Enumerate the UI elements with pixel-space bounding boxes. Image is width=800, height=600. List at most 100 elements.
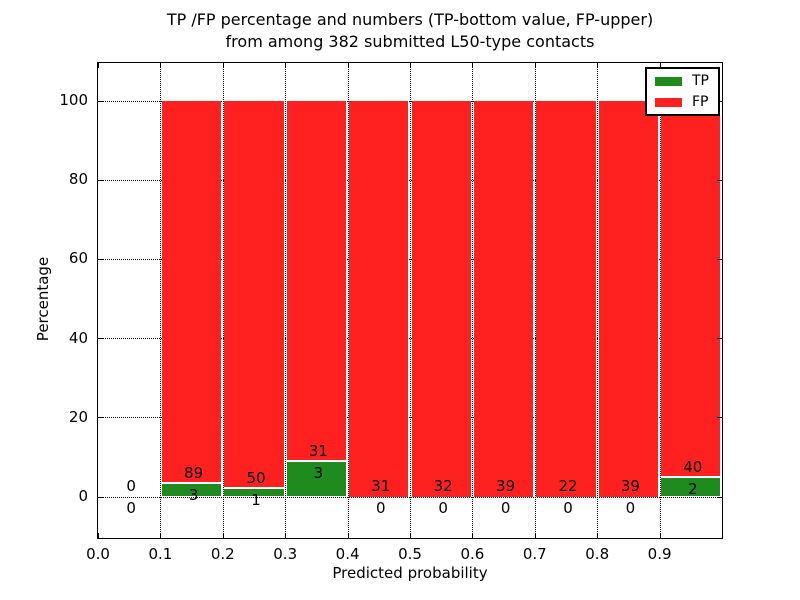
x-axis-label: Predicted probability (332, 564, 488, 582)
tp-legend-swatch-icon (655, 76, 682, 86)
x-tick-label: 0.6 (460, 545, 485, 563)
y-tick-label: 40 (68, 328, 88, 347)
y-tick-label: 60 (68, 249, 88, 268)
fp-count-label: 31 (308, 441, 328, 460)
x-tick-mark (285, 63, 287, 68)
y-tick-mark (717, 496, 722, 498)
y-tick-label: 0 (78, 487, 88, 505)
fp-count-label: 22 (558, 476, 578, 495)
tp-count-label: 0 (563, 498, 573, 517)
y-tick-mark (98, 338, 103, 340)
bar-fp-segment (598, 100, 659, 497)
bar-fp-segment (661, 100, 721, 476)
y-tick-mark (98, 258, 103, 260)
gridline-vertical (285, 63, 287, 538)
gridline-vertical (410, 63, 411, 538)
bar-tp-segment (286, 461, 347, 497)
y-tick-mark (717, 338, 722, 340)
fp-count-label: 50 (246, 468, 266, 487)
legend-item-fp: FP (655, 95, 709, 109)
x-tick-mark (659, 533, 661, 538)
tp-count-label: 0 (126, 498, 136, 517)
x-tick-mark (160, 63, 162, 68)
x-tick-mark (659, 63, 661, 68)
x-tick-mark (597, 63, 599, 68)
tp-count-label: 2 (688, 479, 698, 498)
x-tick-mark (285, 533, 287, 538)
x-tick-mark (347, 63, 349, 68)
bar-tp-segment (661, 477, 721, 497)
fp-count-label: 32 (433, 476, 453, 495)
x-tick-mark (597, 533, 599, 538)
y-tick-label: 80 (68, 170, 88, 189)
x-tick-mark (534, 533, 536, 538)
x-tick-mark (222, 533, 224, 538)
x-tick-label: 0.4 (335, 545, 360, 563)
plot-area: TP FP 0 0 89 3 50 1 31 3 31 0 32 0 39 0 22 0 39 0 40 2 (97, 62, 723, 539)
x-tick-label: 0.1 (148, 545, 173, 563)
bar-fp-segment (349, 100, 409, 497)
bar-fp-segment (536, 100, 596, 497)
x-tick-mark (98, 533, 99, 538)
fp-legend-swatch-icon (655, 97, 682, 107)
gridline-vertical (160, 63, 162, 538)
x-tick-mark (222, 63, 224, 68)
bar-fp-segment (286, 100, 347, 460)
y-tick-label: 100 (59, 91, 88, 109)
y-tick-mark (98, 179, 103, 181)
x-tick-label: 0.8 (585, 545, 610, 563)
y-tick-mark (98, 100, 103, 102)
fp-count-label: 39 (496, 476, 516, 495)
x-tick-mark (347, 533, 349, 538)
fp-count-label: 40 (683, 457, 703, 476)
x-tick-label: 0.2 (210, 545, 235, 563)
bar-tp-segment (161, 483, 222, 497)
fp-legend-label: FP (692, 94, 709, 110)
bar-fp-segment (224, 100, 284, 487)
tp-count-label: 0 (625, 498, 636, 517)
fp-count-label: 39 (620, 476, 640, 495)
legend-item-tp: TP (655, 74, 709, 88)
fp-count-label: 0 (126, 476, 136, 495)
x-tick-mark (472, 533, 474, 538)
y-tick-mark (717, 258, 722, 260)
bar-tp-segment (224, 488, 284, 497)
tp-count-label: 1 (251, 490, 261, 509)
y-tick-mark (98, 417, 103, 419)
x-tick-label: 0.3 (273, 545, 298, 563)
y-tick-mark (717, 179, 722, 181)
x-tick-label: 0.9 (647, 545, 672, 563)
x-tick-label: 0.7 (522, 545, 547, 563)
bar-fp-segment (161, 100, 222, 482)
bar-fp-segment (473, 100, 534, 497)
x-tick-mark (472, 63, 474, 68)
x-tick-mark (534, 63, 536, 68)
bar-fp-segment (411, 100, 471, 497)
fp-count-label: 89 (184, 463, 204, 482)
tp-count-label: 0 (376, 498, 386, 517)
gridline-vertical (534, 63, 536, 538)
x-tick-mark (410, 63, 411, 68)
gridline-vertical (347, 63, 349, 538)
chart-title-line2: from among 382 submitted L50-type contac… (225, 32, 595, 51)
tp-count-label: 0 (438, 498, 448, 517)
x-tick-label: 0.5 (398, 545, 422, 563)
tp-count-label: 3 (188, 485, 199, 504)
x-tick-label: 0.0 (86, 545, 110, 563)
gridline-vertical (222, 63, 224, 538)
legend: TP FP (645, 67, 720, 116)
tp-legend-label: TP (692, 73, 709, 89)
x-tick-mark (98, 63, 99, 68)
gridline-vertical (597, 63, 599, 538)
y-tick-mark (717, 417, 722, 419)
y-tick-label: 20 (68, 407, 88, 426)
y-tick-mark (98, 496, 103, 498)
gridline-vertical (659, 63, 661, 538)
chart-title: TP /FP percentage and numbers (TP-bottom… (98, 9, 722, 53)
chart-title-line1: TP /FP percentage and numbers (TP-bottom… (166, 10, 654, 29)
fp-count-label: 31 (371, 476, 391, 495)
x-tick-mark (410, 533, 411, 538)
tp-count-label: 3 (313, 463, 324, 482)
tp-count-label: 0 (500, 498, 511, 517)
